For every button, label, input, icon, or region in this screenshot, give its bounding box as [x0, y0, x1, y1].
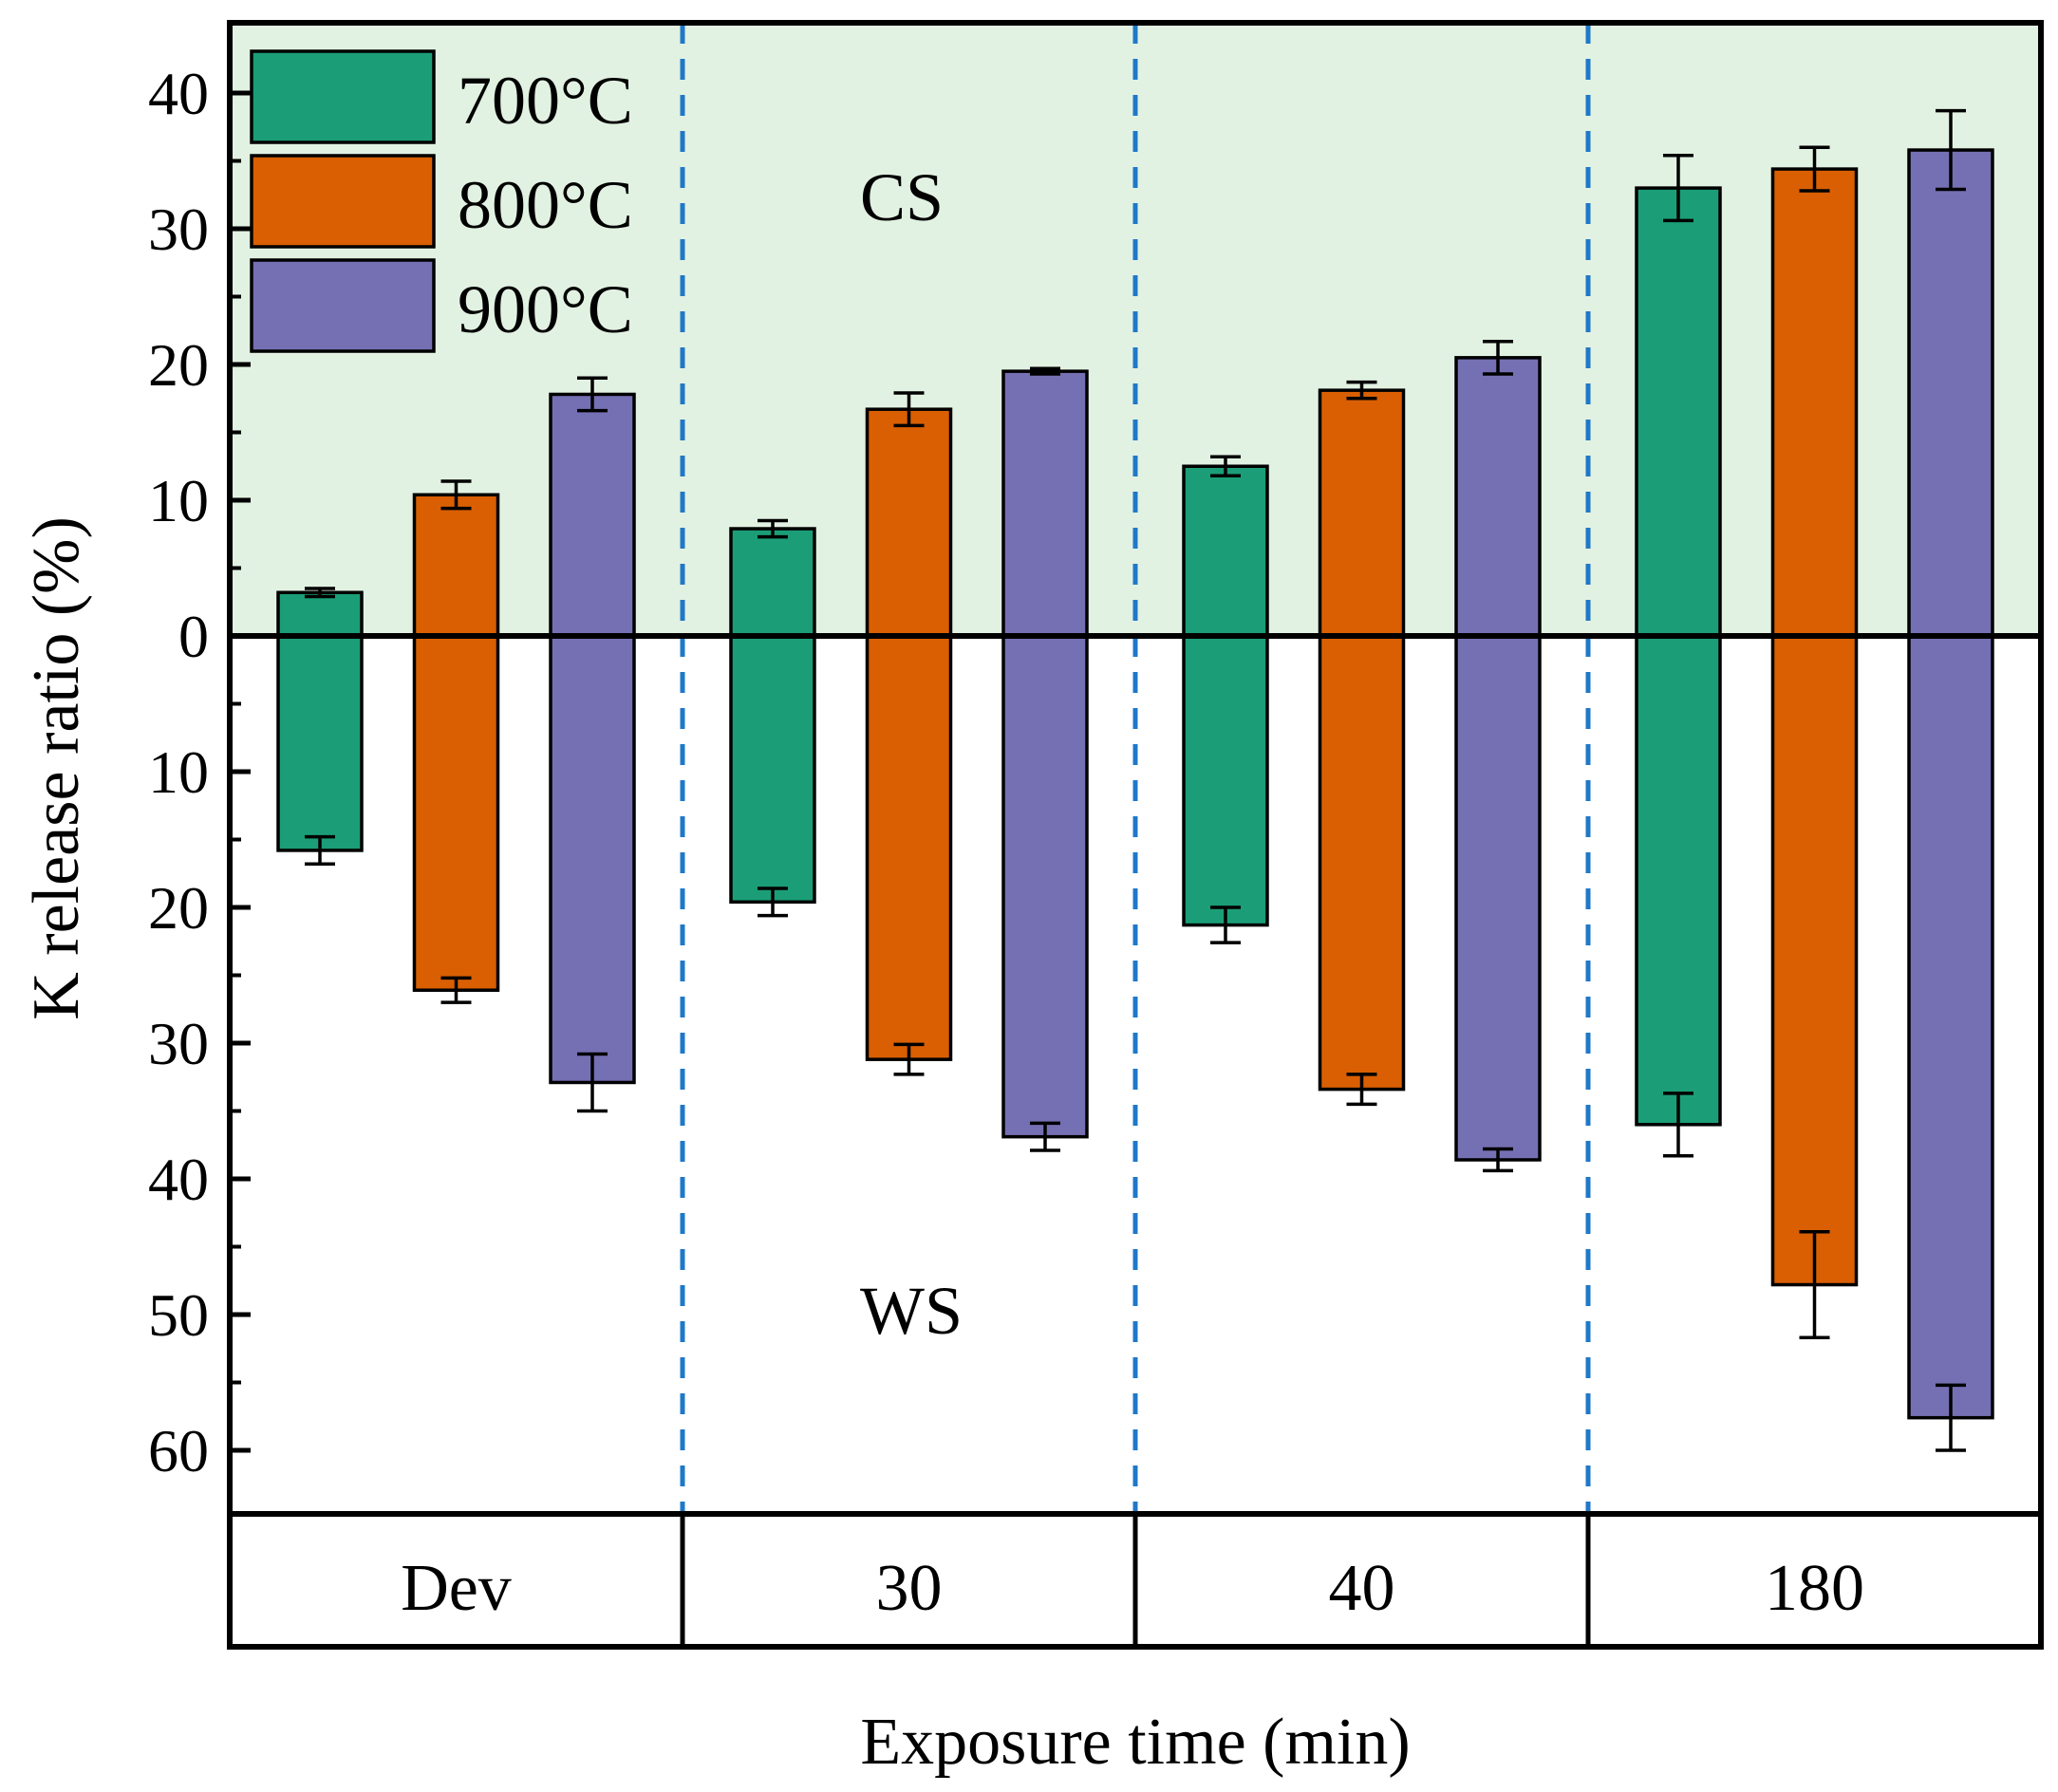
y-tick-label: 0 [178, 603, 209, 670]
y-axis: 60 50 40 30 20 10 0 10 20 30 40 [148, 60, 251, 1484]
error-bar [758, 887, 788, 918]
y-tick-label: 50 [148, 1281, 209, 1349]
x-axis-title: Exposure time (min) [860, 1706, 1410, 1779]
error-bar [1030, 1121, 1060, 1152]
category-label: 40 [1329, 1552, 1395, 1625]
bar-cs [1454, 356, 1542, 638]
bar-ws [1907, 634, 1994, 1420]
error-bar [1030, 366, 1060, 376]
y-tick-label: 40 [148, 1146, 209, 1213]
error-bar [893, 391, 925, 428]
bar-ws [865, 634, 953, 1061]
error-bar [758, 518, 788, 539]
error-bar [1483, 1147, 1513, 1173]
bar-cs [1182, 464, 1269, 638]
y-tick-label: 60 [148, 1417, 209, 1484]
error-bar [1936, 1383, 1966, 1452]
bar-cs [549, 392, 636, 638]
bar-cs [412, 493, 500, 638]
category-label: 30 [876, 1552, 943, 1625]
y-tick-label: 20 [148, 874, 209, 942]
error-bar [1799, 145, 1830, 193]
bars-group [276, 148, 1994, 1420]
bar-ws [1635, 634, 1722, 1127]
bar-ws [1454, 634, 1542, 1162]
bar-cs [1001, 369, 1089, 638]
region-label-cs: CS [860, 159, 944, 235]
bar-cs [1635, 186, 1722, 638]
error-bar [1799, 1230, 1830, 1340]
bar-cs [865, 407, 953, 638]
bar-cs [276, 590, 364, 638]
y-tick-label: 40 [148, 60, 209, 127]
y-tick-label: 20 [148, 331, 209, 399]
error-bar [1210, 905, 1241, 944]
bar-cs [1318, 388, 1406, 638]
error-bar [893, 1042, 925, 1076]
legend-swatch [250, 258, 436, 353]
bar-ws [276, 634, 364, 852]
category-label: Dev [401, 1552, 512, 1625]
bar-ws [1001, 634, 1089, 1139]
error-bar [1936, 108, 1966, 192]
bar-cs [1907, 148, 1994, 638]
error-bar [1346, 1073, 1377, 1107]
legend-label: 900°C [458, 271, 633, 347]
region-label-ws: WS [860, 1273, 963, 1349]
y-axis-title: K release ratio (%) [20, 516, 93, 1020]
error-bar [305, 834, 335, 866]
bar-ws [549, 634, 636, 1085]
bar-ws [1770, 634, 1859, 1287]
error-bar [1346, 380, 1377, 401]
bar-ws [729, 634, 816, 905]
error-bar [577, 376, 608, 413]
error-bars-group [305, 108, 1966, 1452]
error-bar [1663, 154, 1693, 223]
category-box: Dev 30 40 180 [227, 1511, 2044, 1650]
y-tick-label: 10 [148, 738, 209, 806]
legend-swatch [250, 154, 436, 249]
legend-swatch [250, 49, 436, 144]
error-bar [1483, 339, 1513, 376]
category-label: 180 [1765, 1552, 1864, 1625]
error-bar [1210, 455, 1241, 478]
error-bar [305, 587, 335, 599]
bar-cs [1770, 167, 1859, 638]
error-bar [440, 479, 472, 511]
bar-ws [1318, 634, 1406, 1092]
y-tick-label: 30 [148, 196, 209, 263]
y-tick-label: 30 [148, 1010, 209, 1077]
legend-label: 700°C [458, 63, 633, 139]
legend-label: 800°C [458, 167, 633, 243]
plot-frame [227, 20, 2044, 1517]
error-bar [440, 976, 472, 1004]
bar-ws [1182, 634, 1269, 927]
error-bar [577, 1052, 608, 1113]
legend: 700°C 800°C 900°C [250, 49, 633, 353]
bar-cs [729, 527, 816, 638]
bar-ws [412, 634, 500, 992]
y-tick-label: 10 [148, 467, 209, 534]
error-bar [1663, 1092, 1693, 1158]
category-dividers [680, 23, 1591, 1514]
